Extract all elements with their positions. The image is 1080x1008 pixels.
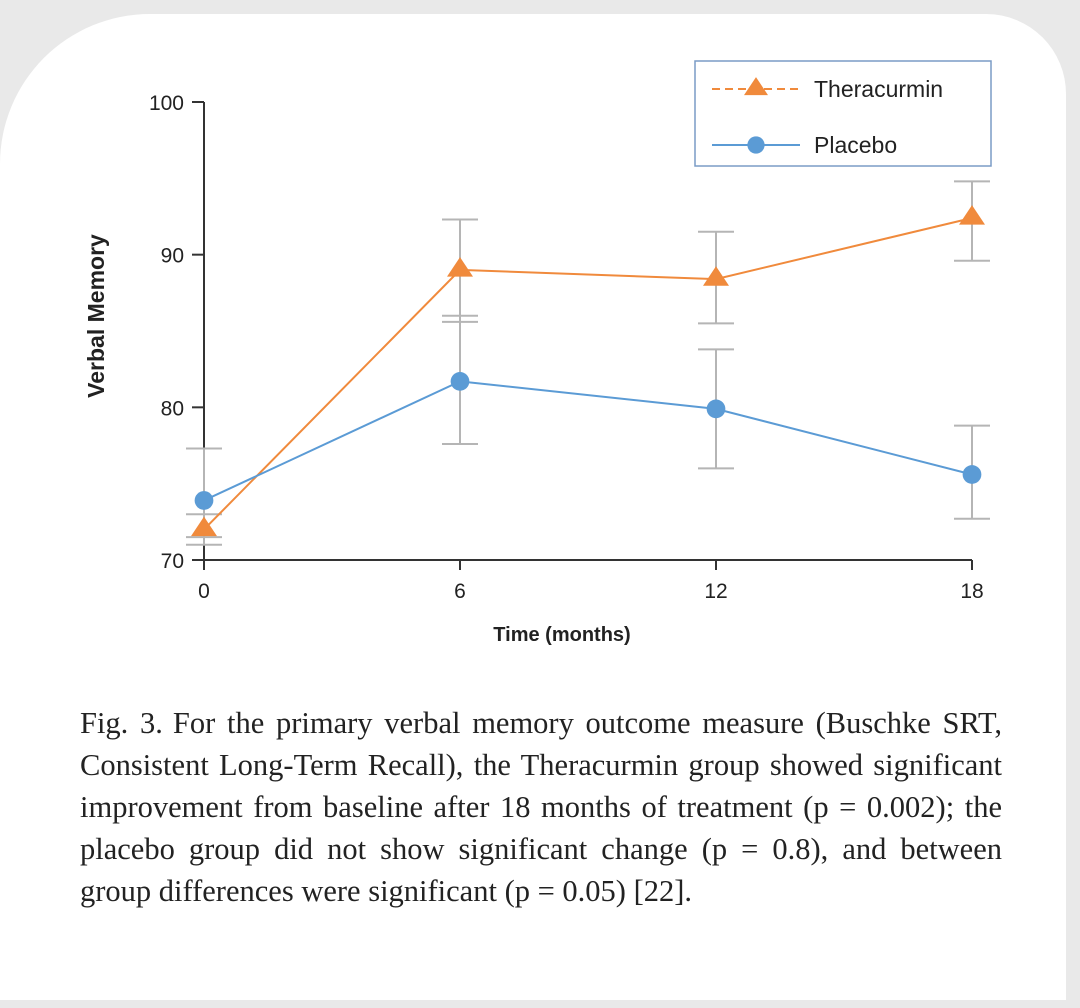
legend: Theracurmin Placebo bbox=[694, 60, 992, 167]
circle-marker bbox=[194, 491, 214, 510]
y-tick-label: 70 bbox=[161, 550, 184, 573]
triangle-marker bbox=[703, 266, 729, 286]
series-line bbox=[203, 380, 973, 502]
x-tick-label: 18 bbox=[960, 580, 983, 603]
circle-marker bbox=[747, 136, 765, 154]
caption-text: For the primary verbal memory outcome me… bbox=[80, 706, 1003, 908]
triangle-marker bbox=[447, 257, 473, 277]
legend-label: Theracurmin bbox=[814, 76, 943, 102]
triangle-marker bbox=[959, 205, 985, 225]
circle-marker bbox=[962, 465, 982, 484]
figure-card bbox=[0, 14, 1066, 1000]
legend-box bbox=[694, 60, 992, 167]
series-lines bbox=[203, 217, 973, 531]
series-line bbox=[203, 217, 973, 531]
triangle-marker bbox=[744, 77, 768, 96]
series-markers bbox=[191, 205, 985, 537]
legend-label: Placebo bbox=[814, 132, 897, 158]
y-tick-label: 100 bbox=[149, 92, 184, 115]
y-tick-label: 80 bbox=[161, 397, 184, 420]
error-bars bbox=[186, 180, 990, 546]
figure-caption: Fig. 3. For the primary verbal memory out… bbox=[80, 702, 1002, 912]
caption-label: Fig. 3. bbox=[80, 706, 163, 740]
triangle-marker bbox=[191, 516, 217, 537]
x-tick-label: 6 bbox=[454, 580, 466, 603]
x-tick-label: 0 bbox=[198, 580, 210, 603]
x-axis-title: Time (months) bbox=[493, 624, 630, 646]
y-axis-title: Verbal Memory bbox=[83, 234, 109, 398]
chart-axes: 70 80 90 100 0 6 12 18 bbox=[149, 92, 984, 603]
chart: 70 80 90 100 0 6 12 18 Verbal Memory Time (mont… bbox=[83, 60, 992, 646]
circle-marker bbox=[450, 372, 470, 391]
y-tick-label: 90 bbox=[161, 245, 184, 268]
circle-marker bbox=[706, 399, 726, 419]
x-tick-label: 12 bbox=[704, 580, 727, 603]
